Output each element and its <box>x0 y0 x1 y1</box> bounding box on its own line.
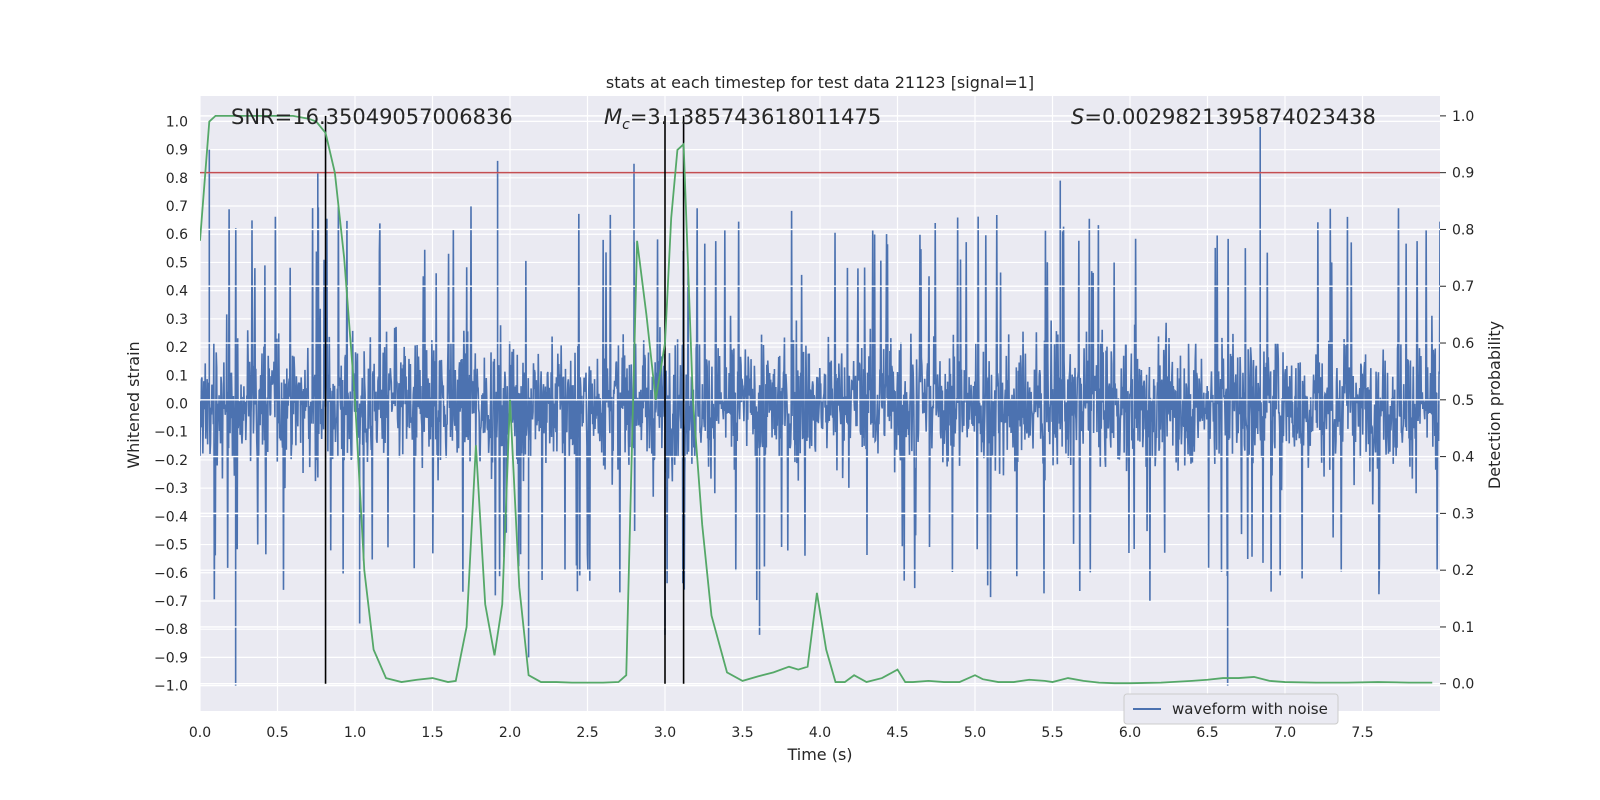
y-right-tick-label: 0.3 <box>1452 506 1474 522</box>
chirp-mass-annotation: Mc=3.1385743618011475 <box>604 105 881 133</box>
y-right-tick-label: 0.9 <box>1452 166 1474 182</box>
x-tick-label: 4.5 <box>886 725 908 741</box>
detection-probability-series <box>200 114 1433 685</box>
x-tick-label: 3.5 <box>731 725 753 741</box>
y-axis-label-right: Detection probability <box>1485 321 1504 489</box>
y-left-tick-label: −1.0 <box>154 679 188 695</box>
s-symbol: S <box>1071 105 1084 129</box>
x-tick-label: 0.5 <box>266 725 288 741</box>
legend: waveform with noise <box>1123 693 1339 725</box>
x-tick-label: 2.5 <box>576 725 598 741</box>
snr-annotation: SNR=16.35049057006836 <box>231 105 513 129</box>
y-left-tick-label: 0.9 <box>166 143 188 159</box>
y-right-tick-label: 0.1 <box>1452 620 1474 636</box>
event-markers <box>324 115 685 684</box>
y-left-tick-label: −0.1 <box>154 425 188 441</box>
mc-subscript: c <box>622 117 630 133</box>
x-axis-label: Time (s) <box>786 745 852 764</box>
y-left-tick-label: 0.6 <box>166 227 188 243</box>
x-tick-label: 1.5 <box>421 725 443 741</box>
legend-label-waveform: waveform with noise <box>1172 700 1328 718</box>
legend-box <box>1123 693 1339 725</box>
s-value: =0.0029821395874023438 <box>1084 105 1376 129</box>
y-left-tick-label: 0.4 <box>166 284 188 300</box>
mc-value: =3.1385743618011475 <box>630 105 881 129</box>
y-left-tick-label: 0.2 <box>166 340 188 356</box>
x-tick-label: 7.0 <box>1274 725 1296 741</box>
y-left-tick-label: 0.1 <box>166 368 188 384</box>
s-annotation: S=0.0029821395874023438 <box>1071 105 1376 129</box>
y-right-tick-label: 0.6 <box>1452 336 1474 352</box>
y-left-tick-label: −0.3 <box>154 481 188 497</box>
y-axis-label-left: Whitened strain <box>124 341 143 468</box>
y-right-tick-label: 1.0 <box>1452 109 1474 125</box>
y-left-tick-labels: 1.0 0.9 0.8 0.7 0.6 0.5 0.4 0.3 0.2 0.1 0.0 −0.1 −0.… <box>154 114 188 694</box>
y-left-tick-label: −0.7 <box>154 594 188 610</box>
x-tick-label: 5.0 <box>964 725 986 741</box>
y-right-tick-label: 0.2 <box>1452 563 1474 579</box>
x-tick-label: 6.5 <box>1196 725 1218 741</box>
y-left-tick-label: 1.0 <box>166 114 188 130</box>
x-tick-label: 4.0 <box>809 725 831 741</box>
y-left-tick-label: −0.6 <box>154 566 188 582</box>
x-tick-label: 5.5 <box>1041 725 1063 741</box>
x-tick-labels: 0.0 0.5 1.0 1.5 2.0 2.5 3.0 3.5 4.0 4.5 5.0 5.5 6.0 6… <box>189 725 1374 741</box>
y-left-tick-label: 0.3 <box>166 312 188 328</box>
y-right-tick-label: 0.8 <box>1452 222 1474 238</box>
y-right-tick-label: 0.0 <box>1452 677 1474 693</box>
y-right-tick-label: 0.4 <box>1452 450 1474 466</box>
mc-symbol: M <box>604 105 622 129</box>
y-left-tick-label: 0.8 <box>166 171 188 187</box>
x-tick-label: 3.0 <box>654 725 676 741</box>
chart-title: stats at each timestep for test data 211… <box>606 73 1034 92</box>
x-tick-label: 1.0 <box>344 725 366 741</box>
x-tick-label: 7.5 <box>1351 725 1373 741</box>
y-right-tick-label: 0.5 <box>1452 393 1474 409</box>
y-right-tick-labels: 1.0 0.9 0.8 0.7 0.6 0.5 0.4 0.3 0.2 0.1 0.0 <box>1440 109 1474 693</box>
y-left-tick-label: −0.9 <box>154 650 188 666</box>
y-left-tick-label: −0.4 <box>154 509 188 525</box>
y-left-tick-label: −0.8 <box>154 622 188 638</box>
x-tick-label: 6.0 <box>1119 725 1141 741</box>
y-left-tick-label: 0.7 <box>166 199 188 215</box>
y-left-tick-label: −0.5 <box>154 538 188 554</box>
y-left-tick-label: 0.0 <box>166 397 188 413</box>
x-tick-label: 0.0 <box>189 725 211 741</box>
x-tick-label: 2.0 <box>499 725 521 741</box>
y-right-tick-label: 0.7 <box>1452 279 1474 295</box>
y-left-tick-label: 0.5 <box>166 255 188 271</box>
y-left-tick-label: −0.2 <box>154 453 188 469</box>
